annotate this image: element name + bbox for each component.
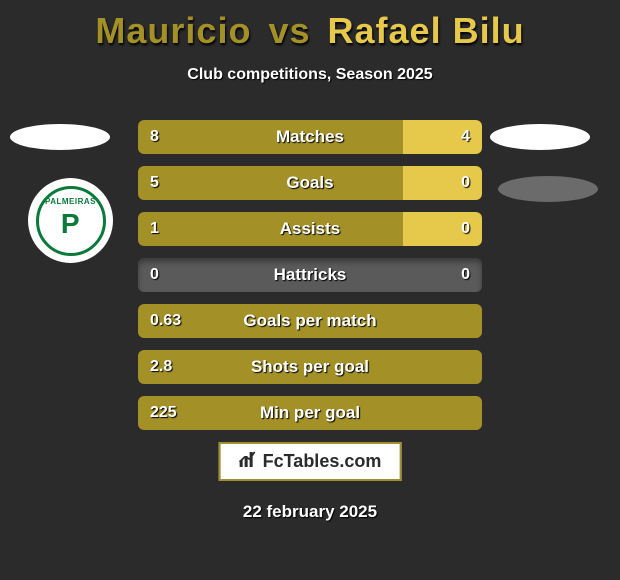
stat-row: Goals per match0.63: [138, 304, 482, 338]
stat-label: Goals: [138, 166, 482, 200]
stat-row: Goals5 0: [138, 166, 482, 200]
stat-label: Matches: [138, 120, 482, 154]
club-crest-left: PALMEIRAS P: [28, 178, 113, 263]
stat-value-left: 0: [150, 258, 159, 292]
footer-date: 22 february 2025: [0, 502, 620, 522]
stat-row: Matches8 4: [138, 120, 482, 154]
flag-placeholder-right: [490, 124, 590, 150]
stat-value-left: 5: [150, 166, 159, 200]
subtitle: Club competitions, Season 2025: [0, 66, 620, 84]
stat-row: Assists1 0: [138, 212, 482, 246]
player1-name: Mauricio: [95, 10, 251, 51]
crest-ring: PALMEIRAS P: [36, 186, 106, 256]
stat-label: Goals per match: [138, 304, 482, 338]
stats-bars: Matches84Goals50Assists10Hattricks00Goal…: [138, 120, 482, 442]
stat-value-left: 8: [150, 120, 159, 154]
brand-badge: FcTables.com: [219, 442, 402, 481]
crest-text: PALMEIRAS: [39, 197, 103, 206]
stat-label: Assists: [138, 212, 482, 246]
stat-value-right: 0: [461, 212, 470, 246]
stat-value-right: 4: [461, 120, 470, 154]
stat-value-right: 0: [461, 166, 470, 200]
stat-value-right: 0: [461, 258, 470, 292]
stat-row: Hattricks0 0: [138, 258, 482, 292]
comparison-title: Mauricio vs Rafael Bilu: [0, 0, 620, 52]
stat-label: Hattricks: [138, 258, 482, 292]
brand-text: FcTables.com: [263, 451, 382, 472]
player2-name: Rafael Bilu: [328, 10, 525, 51]
stat-row: Shots per goal2.8: [138, 350, 482, 384]
crest-placeholder-right: [498, 176, 598, 202]
stat-value-left: 0.63: [150, 304, 181, 338]
stat-value-left: 225: [150, 396, 177, 430]
stat-label: Min per goal: [138, 396, 482, 430]
stat-label: Shots per goal: [138, 350, 482, 384]
stat-value-left: 2.8: [150, 350, 172, 384]
stat-value-left: 1: [150, 212, 159, 246]
vs-text: vs: [268, 10, 310, 51]
chart-icon: [239, 450, 259, 473]
stat-row: Min per goal225: [138, 396, 482, 430]
crest-letter: P: [61, 208, 80, 240]
flag-placeholder-left: [10, 124, 110, 150]
